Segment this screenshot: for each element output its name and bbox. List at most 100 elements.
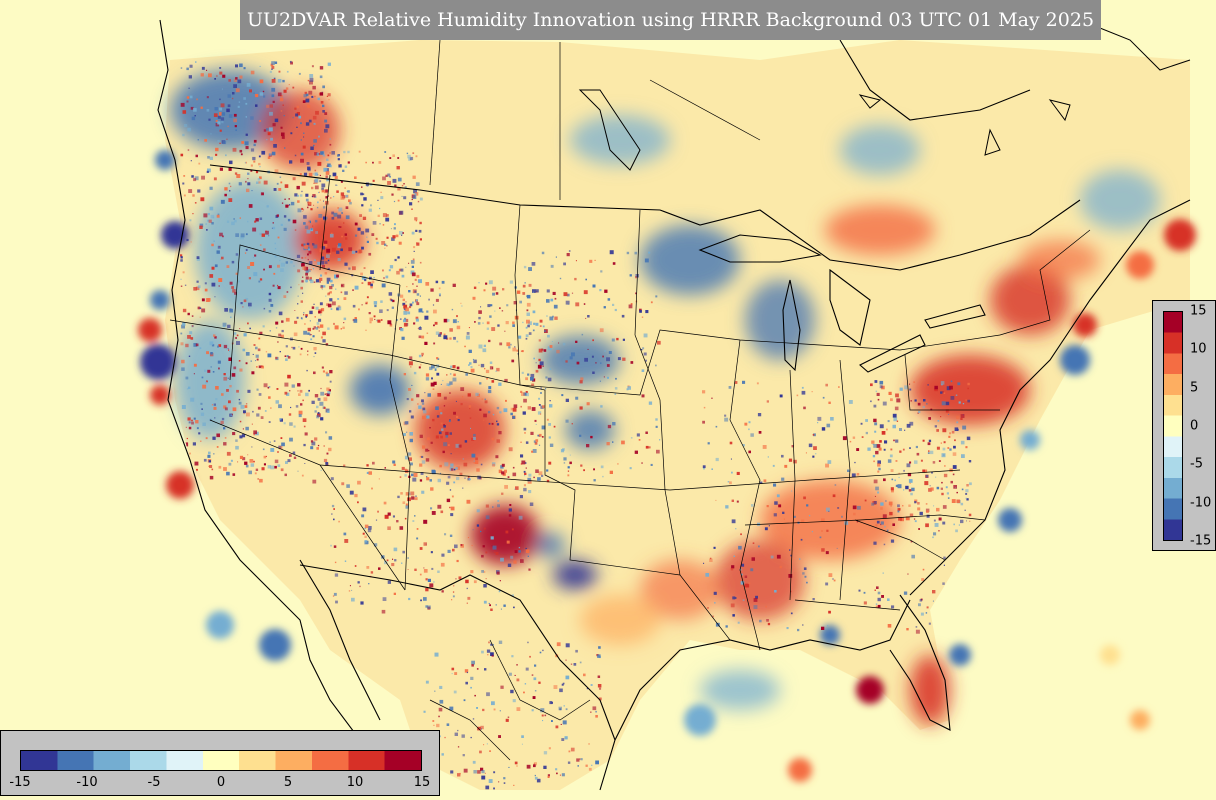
terrain-speckle-cell — [216, 214, 220, 218]
terrain-speckle-cell — [594, 259, 596, 261]
terrain-speckle-cell — [505, 718, 509, 722]
terrain-speckle-cell — [235, 64, 238, 68]
terrain-speckle-cell — [877, 491, 880, 494]
terrain-speckle-cell — [407, 452, 412, 456]
terrain-speckle-cell — [193, 343, 198, 347]
terrain-speckle-cell — [626, 251, 630, 255]
terrain-speckle-cell — [193, 178, 197, 182]
terrain-speckle-cell — [523, 265, 527, 269]
terrain-speckle-cell — [483, 571, 486, 573]
terrain-speckle-cell — [516, 290, 521, 294]
terrain-speckle-cell — [322, 104, 325, 108]
terrain-speckle-cell — [303, 94, 307, 98]
terrain-speckle-cell — [317, 161, 322, 166]
terrain-speckle-cell — [225, 154, 227, 157]
terrain-speckle-cell — [512, 347, 517, 352]
terrain-speckle-cell — [486, 321, 490, 325]
terrain-speckle-cell — [197, 285, 201, 289]
terrain-speckle-cell — [423, 710, 426, 713]
terrain-speckle-cell — [563, 457, 567, 461]
terrain-speckle-cell — [621, 314, 625, 318]
terrain-speckle-cell — [354, 234, 358, 237]
terrain-speckle-cell — [879, 440, 882, 443]
terrain-speckle-cell — [203, 213, 208, 218]
terrain-speckle-cell — [942, 521, 946, 525]
terrain-speckle-cell — [408, 290, 411, 293]
terrain-speckle-cell — [622, 338, 625, 341]
terrain-speckle-cell — [348, 199, 351, 203]
terrain-speckle-cell — [521, 371, 524, 374]
terrain-speckle-cell — [563, 705, 565, 707]
terrain-speckle-cell — [201, 66, 205, 70]
terrain-speckle-cell — [641, 462, 643, 464]
terrain-speckle-cell — [270, 304, 274, 307]
terrain-speckle-cell — [320, 285, 324, 288]
terrain-speckle-cell — [524, 683, 527, 685]
terrain-speckle-cell — [498, 590, 501, 593]
terrain-speckle-cell — [528, 267, 532, 271]
terrain-speckle-cell — [256, 388, 259, 391]
terrain-speckle-cell — [546, 289, 550, 293]
terrain-speckle-cell — [925, 523, 929, 528]
terrain-speckle-cell — [319, 199, 321, 201]
terrain-speckle-cell — [414, 497, 418, 501]
terrain-speckle-cell — [525, 392, 529, 397]
terrain-speckle-cell — [879, 385, 883, 389]
terrain-speckle-cell — [314, 410, 317, 413]
terrain-speckle-cell — [481, 398, 484, 401]
terrain-speckle-cell — [887, 624, 892, 628]
terrain-speckle-cell — [534, 776, 538, 780]
terrain-speckle-cell — [466, 602, 468, 604]
terrain-speckle-cell — [244, 162, 247, 164]
terrain-speckle-cell — [950, 396, 955, 400]
terrain-speckle-cell — [403, 311, 408, 315]
terrain-speckle-cell — [343, 150, 346, 154]
terrain-speckle-cell — [317, 412, 320, 414]
hudson-bay-edge — [839, 39, 1031, 121]
terrain-speckle-cell — [283, 89, 287, 93]
terrain-speckle-cell — [876, 520, 880, 524]
terrain-speckle-cell — [466, 671, 468, 674]
terrain-speckle-cell — [961, 488, 964, 491]
terrain-speckle-cell — [516, 349, 519, 352]
terrain-speckle-cell — [280, 437, 283, 439]
terrain-speckle-cell — [724, 417, 729, 422]
terrain-speckle-cell — [832, 494, 836, 498]
terrain-speckle-cell — [418, 229, 422, 233]
terrain-speckle-cell — [968, 460, 972, 463]
vertical-colorbar: 15 10 5 0 -5 -10 -15 — [1152, 300, 1216, 551]
terrain-speckle-cell — [402, 298, 405, 302]
terrain-speckle-cell — [511, 594, 514, 597]
terrain-speckle-cell — [278, 333, 282, 337]
terrain-speckle-cell — [433, 581, 435, 583]
terrain-speckle-cell — [325, 171, 330, 175]
terrain-speckle-cell — [801, 519, 805, 523]
terrain-speckle-cell — [212, 436, 216, 440]
terrain-speckle-cell — [345, 194, 349, 198]
terrain-speckle-cell — [301, 190, 303, 193]
terrain-speckle-cell — [227, 104, 231, 108]
terrain-speckle-cell — [491, 422, 494, 425]
terrain-speckle-cell — [435, 298, 439, 302]
terrain-speckle-cell — [525, 547, 527, 550]
terrain-speckle-cell — [917, 412, 919, 414]
terrain-speckle-cell — [413, 473, 418, 477]
terrain-speckle-cell — [533, 357, 535, 360]
terrain-speckle-cell — [587, 348, 589, 350]
terrain-speckle-cell — [524, 475, 526, 477]
terrain-speckle-cell — [311, 95, 314, 98]
terrain-speckle-cell — [412, 477, 417, 482]
terrain-speckle-cell — [909, 447, 911, 449]
terrain-speckle-cell — [559, 277, 562, 280]
terrain-speckle-cell — [261, 467, 265, 471]
terrain-speckle-cell — [220, 258, 222, 260]
terrain-speckle-cell — [257, 478, 259, 480]
terrain-speckle-cell — [325, 371, 328, 374]
terrain-speckle-cell — [204, 288, 208, 292]
terrain-speckle-cell — [614, 387, 618, 390]
terrain-speckle-cell — [508, 514, 512, 517]
terrain-speckle-cell — [232, 407, 237, 412]
terrain-speckle-cell — [609, 470, 613, 474]
terrain-speckle-cell — [543, 349, 547, 352]
terrain-speckle-cell — [655, 425, 658, 428]
